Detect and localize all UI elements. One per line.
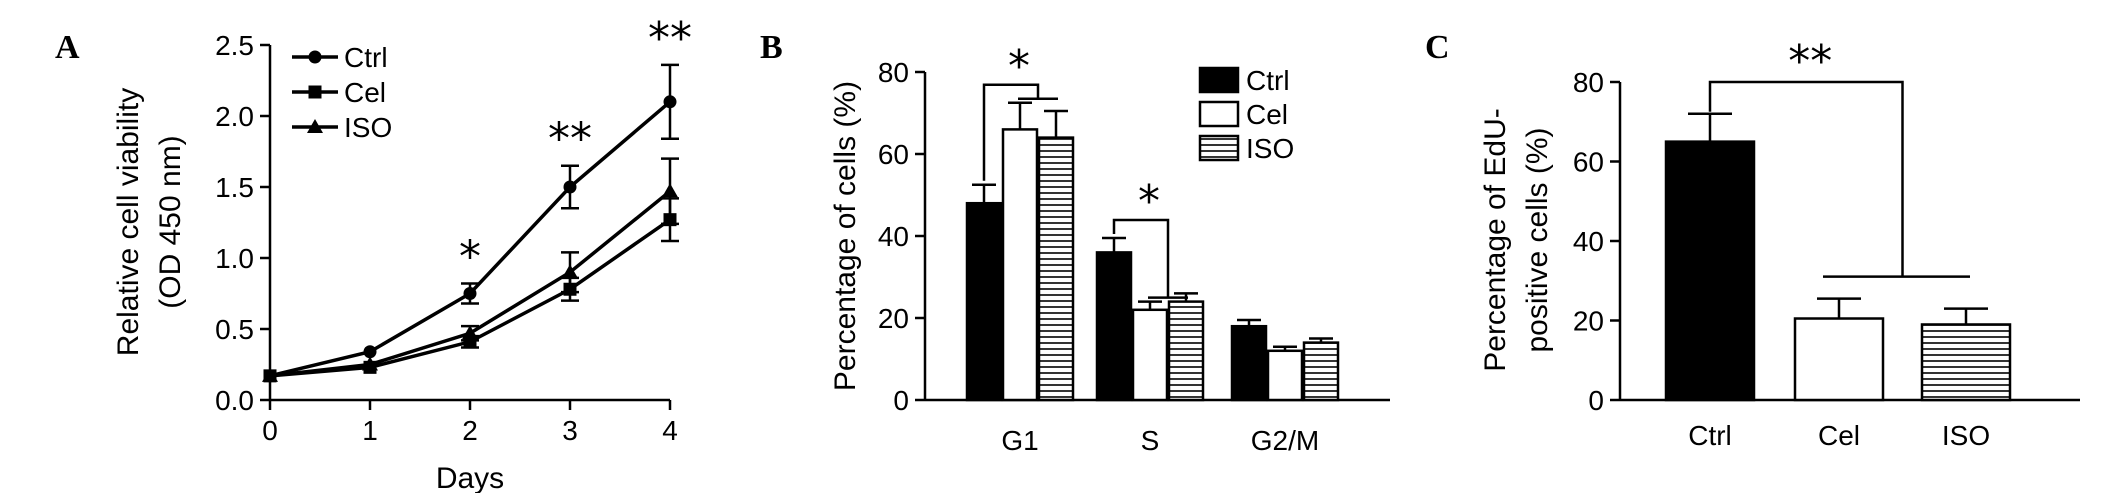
significance-marker: **	[1788, 36, 1832, 87]
data-point-iso	[262, 367, 278, 382]
x-tick-label: 0	[262, 415, 278, 446]
significance-marker: *	[1008, 41, 1030, 92]
significance-bracket	[982, 83, 1040, 181]
x-tick-label: 3	[562, 415, 578, 446]
significance-bracket	[1112, 218, 1170, 298]
y-tick-label: 20	[1573, 306, 1604, 337]
x-tick-label: 1	[362, 415, 378, 446]
x-tick-label: S	[1141, 425, 1160, 456]
legend-label: Ctrl	[344, 42, 388, 73]
x-tick-label: G2/M	[1251, 425, 1319, 456]
x-tick-label: Ctrl	[1688, 420, 1732, 451]
bar-iso-g2m	[1302, 341, 1340, 402]
bar-iso-g1	[1037, 136, 1075, 402]
legend-marker-cel	[308, 85, 322, 99]
panel-letter-c: C	[1425, 29, 1450, 66]
bar-cel-g1	[1001, 128, 1039, 402]
y-tick-label: 1.5	[215, 172, 254, 203]
x-tick-label: G1	[1001, 425, 1038, 456]
legend-label: Cel	[1246, 99, 1288, 130]
y-tick-label: 80	[1573, 67, 1604, 98]
y-axis-label: Percentage of cells (%)	[829, 81, 862, 391]
significance-marker: *	[1138, 176, 1160, 227]
panel-letter-b: B	[760, 29, 783, 66]
legend-label: ISO	[344, 112, 392, 143]
data-point-iso	[662, 183, 678, 198]
panel-b-bar-chart: 0 20 40 60 80 G1 S G2/M Percentage of cells (%) *…	[829, 41, 1390, 456]
legend-marker-ctrl	[308, 50, 322, 64]
panel-c-bar-chart: 0 20 40 60 80 Ctrl Cel ISO Percentage of EdU-pos…	[1479, 36, 2080, 451]
bar-cel-s	[1131, 308, 1169, 402]
legend-label: Ctrl	[1246, 65, 1290, 96]
y-tick-label: 2.0	[215, 101, 254, 132]
data-point-ctrl	[363, 345, 377, 359]
legend-label: ISO	[1246, 133, 1294, 164]
data-point-iso	[462, 325, 478, 340]
significance-marker: **	[548, 114, 592, 165]
y-tick-label: 20	[878, 303, 909, 334]
y-axis-label: Relative cell viability	[112, 88, 145, 356]
y-tick-label: 0	[1588, 385, 1604, 416]
y-tick-label: 40	[878, 221, 909, 252]
x-tick-label: ISO	[1942, 420, 1990, 451]
y-tick-label: 0	[893, 385, 909, 416]
legend-swatch-cel	[1198, 100, 1240, 128]
y-tick-label: 40	[1573, 226, 1604, 257]
significance-bracket	[1708, 80, 1904, 277]
bar-iso-s	[1167, 300, 1205, 402]
y-axis-label: positive cells (%)	[1521, 127, 1554, 352]
significance-marker: **	[648, 13, 692, 64]
y-axis-label: Percentage of EdU-	[1479, 108, 1512, 371]
significance-marker: *	[459, 232, 481, 283]
x-tick-label: 4	[662, 415, 678, 446]
y-tick-label: 60	[878, 139, 909, 170]
data-point-ctrl	[463, 287, 477, 300]
bar-iso	[1920, 323, 2012, 402]
y-tick-label: 2.5	[215, 30, 254, 61]
x-tick-label: Cel	[1818, 420, 1860, 451]
legend-marker-iso	[307, 119, 323, 133]
data-point-iso	[562, 264, 578, 279]
y-tick-label: 0.5	[215, 314, 254, 345]
bar-ctrl	[1664, 140, 1756, 402]
y-tick-label: 80	[878, 57, 909, 88]
data-point-iso	[362, 356, 378, 371]
x-tick-label: 2	[462, 415, 478, 446]
y-tick-label: 60	[1573, 147, 1604, 178]
bar-cel	[1793, 317, 1885, 402]
bar-cel-g2m	[1266, 349, 1304, 402]
bar-ctrl-g2m	[1230, 324, 1268, 402]
bar-ctrl-s	[1095, 251, 1133, 402]
panel-a-line-chart: 0.0 0.5 1.0 1.5 2.0 2.5 0 1 2 3 4 Days Relative cell…	[112, 13, 692, 493]
legend-label: Cel	[344, 77, 386, 108]
y-tick-label: 0.0	[215, 385, 254, 416]
y-axis-label: (OD 450 nm)	[154, 135, 187, 308]
legend-swatch-iso	[1198, 134, 1240, 162]
data-point-ctrl	[563, 180, 577, 194]
legend-swatch-ctrl	[1198, 66, 1240, 94]
x-axis-label: Days	[436, 462, 504, 493]
bar-ctrl-g1	[965, 201, 1003, 402]
y-tick-label: 1.0	[215, 243, 254, 274]
panel-letter-a: A	[55, 29, 80, 66]
data-point-ctrl	[663, 95, 677, 109]
